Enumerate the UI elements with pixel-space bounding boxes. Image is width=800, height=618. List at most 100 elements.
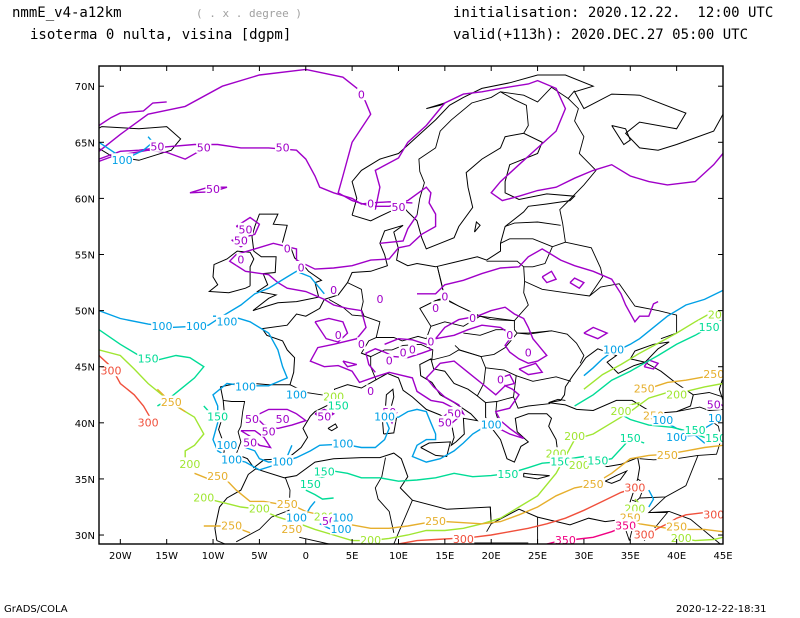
contour-label-bg [398, 346, 408, 359]
contour-label-bg [248, 502, 271, 515]
contour-label-bg [233, 234, 249, 247]
contour-100 [99, 270, 325, 329]
contour-label-bg [366, 197, 375, 210]
contour-label-bg [614, 519, 637, 532]
contour-label: 150 [699, 321, 720, 334]
contour-label-bg [440, 290, 450, 303]
contour-label-bg [137, 415, 160, 428]
coastline [385, 388, 395, 408]
contour-label-bg [437, 415, 453, 428]
contour-label-bg [384, 354, 394, 367]
border [486, 506, 492, 532]
contour-150 [99, 329, 205, 407]
contour-label: 350 [615, 520, 636, 533]
contour-label-bg [299, 477, 322, 490]
border [431, 349, 487, 397]
coastline [426, 102, 446, 110]
contour-label: 200 [564, 430, 585, 443]
contour-label: 0 [432, 302, 439, 315]
contour-label: 50 [276, 141, 290, 154]
model-name: nmmE_v4-a12km [12, 5, 122, 21]
contour-label: 300 [138, 416, 159, 429]
border [513, 396, 551, 409]
coastline [548, 348, 694, 414]
contour-label-bg [276, 497, 299, 510]
lat-tick-label: 70N [75, 82, 95, 93]
border [693, 392, 723, 398]
contour-label: 0 [506, 329, 513, 342]
contour-label-bg [236, 253, 246, 266]
contour-50 [99, 143, 413, 205]
contour-label-bg [206, 469, 229, 482]
contour-label-bg [192, 490, 215, 503]
contour-label: 200 [249, 503, 270, 516]
contour-label-bg [624, 502, 646, 515]
contour-label: 50 [238, 223, 252, 236]
footer-software: GrADS/COLA [4, 604, 68, 615]
coastline [99, 126, 182, 161]
contour-label: 250 [277, 498, 298, 511]
contour-label-bg [549, 455, 572, 468]
contour-label-bg [408, 342, 417, 355]
contour-label: 0 [358, 89, 365, 102]
contour-150 [611, 408, 723, 443]
contour-label: 0 [469, 312, 476, 325]
contour-label: 50 [197, 141, 211, 154]
contour-label-bg [216, 438, 238, 451]
lat-tick-label: 65N [75, 138, 95, 149]
contour-label-bg [313, 465, 336, 478]
contour-label-bg [282, 241, 292, 254]
contour-label-bg [359, 533, 382, 544]
valid-time: valid(+113h): 2020.DEC.27 05:00 UTC [453, 27, 749, 43]
coastline [474, 221, 481, 233]
contour-label-bg [523, 346, 533, 359]
border [500, 238, 553, 248]
contour-label-bg [330, 522, 352, 535]
contour-label-bg [206, 410, 229, 423]
contour-label: 150 [705, 432, 726, 445]
contour-label-bg [205, 182, 221, 195]
contour-label: 50 [234, 235, 248, 248]
contour-label-bg [160, 395, 183, 408]
contour-label-bg [554, 533, 577, 544]
lon-tick-label: 5E [346, 551, 359, 562]
lon-tick-label: 0 [303, 551, 309, 562]
lat-tick-label: 40N [75, 419, 95, 430]
contour-label: 300 [101, 365, 122, 378]
contour-label: 0 [330, 284, 337, 297]
lon-tick-label: 5W [251, 551, 267, 562]
contour-0 [569, 277, 586, 290]
contour-label-bg [665, 387, 688, 400]
border [436, 260, 529, 322]
coastlines [99, 74, 723, 541]
contour-label-bg [178, 457, 201, 470]
contour-label-bg [331, 511, 354, 524]
lon-tick-label: 30E [574, 551, 593, 562]
contour-label: 150 [497, 468, 518, 481]
contour-label: 100 [216, 439, 237, 452]
contour-label-bg [424, 514, 447, 527]
contour-label-bg [582, 477, 605, 490]
coastline [523, 472, 550, 480]
contour-label-bg [220, 452, 243, 465]
contour-label-bg [431, 301, 440, 314]
contour-label-bg [633, 382, 656, 395]
border [485, 367, 517, 404]
contour-label-bg [468, 311, 477, 324]
border [393, 500, 413, 544]
lon-tick-label: 15W [155, 551, 178, 562]
contour-label: 200 [179, 458, 200, 471]
contour-label: 200 [360, 534, 381, 547]
contour-label-bg [331, 437, 354, 450]
lat-tick-label: 35N [75, 475, 95, 486]
lon-tick-label: 15E [435, 551, 454, 562]
contour-label-bg [285, 511, 308, 524]
contour-label-bg [390, 200, 407, 213]
contour-label-bg [684, 423, 707, 436]
contour-label: 250 [583, 478, 604, 491]
contour-label: 50 [438, 416, 452, 429]
contour-label: 200 [666, 388, 687, 401]
border [647, 496, 721, 544]
contour-100 [583, 289, 723, 377]
lon-tick-label: 35E [621, 551, 640, 562]
